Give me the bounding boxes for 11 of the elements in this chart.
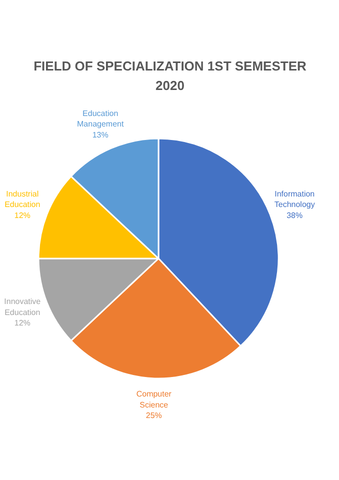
data-label: 25% <box>146 411 162 420</box>
chart-title: FIELD OF SPECIALIZATION 1ST SEMESTER 2020 <box>34 58 307 93</box>
slice-label: Education Management <box>77 108 124 129</box>
data-label: 38% <box>286 210 303 220</box>
data-label: 12% <box>14 210 30 220</box>
slice-label: Industrial Education <box>4 189 40 210</box>
data-label: 12% <box>14 318 30 328</box>
data-label: 13% <box>92 130 108 140</box>
slice-label: Computer Science <box>136 390 172 410</box>
slice-label: Information Technology <box>274 189 315 210</box>
slice-label: Innovative Education <box>4 297 42 317</box>
